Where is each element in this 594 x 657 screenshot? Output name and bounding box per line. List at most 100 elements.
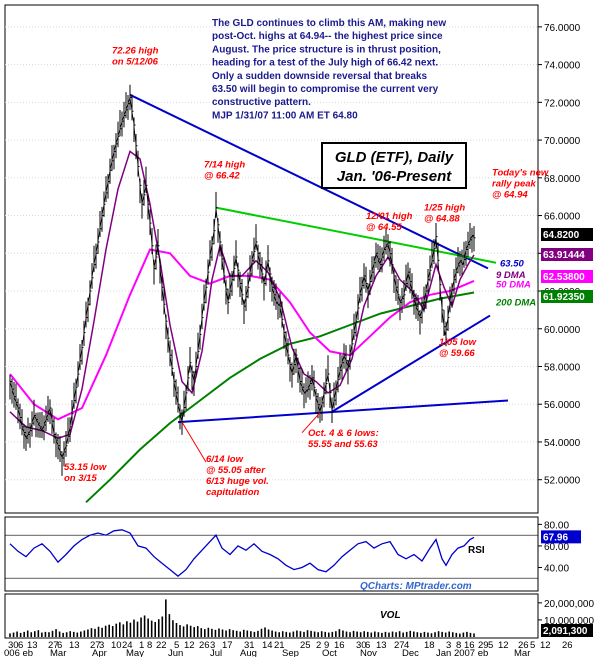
annotation-line: @ 66.42 [204, 171, 240, 182]
price-tick-label: 60.0000 [544, 325, 581, 336]
annotation: 200 DMA [495, 297, 536, 308]
x-month-label: Jun [168, 648, 183, 657]
volume-axis: 10,000,000 20,000,000 [538, 599, 594, 627]
rsi-tick-label: 40.00 [544, 563, 569, 574]
x-day-label: 27 [48, 640, 59, 651]
annotation-line: 72.26 high [112, 45, 159, 56]
x-day-label: 21 [274, 640, 285, 651]
x-day-label: 16 [334, 640, 345, 651]
svg-text:61.92350: 61.92350 [543, 292, 585, 303]
volume-tick-label: 20,000,000 [544, 599, 594, 610]
annotation-line: Oct. 4 & 6 lows: [308, 428, 379, 439]
x-day-label: 5 [530, 640, 535, 651]
annotation-line: 200 DMA [495, 297, 536, 308]
x-month-label: Mar [514, 648, 530, 657]
price-bar [473, 226, 476, 252]
commentary-line: The GLD continues to climb this AM, maki… [212, 18, 446, 29]
annotation: 63.50 [500, 259, 524, 270]
x-month-label: May [126, 648, 144, 657]
x-day-label: 10 [111, 640, 122, 651]
x-day-label: 12 [498, 640, 509, 651]
x-day-label: 5 [488, 640, 493, 651]
x-day-label: 13 [376, 640, 387, 651]
x-day-label: 27 [90, 640, 101, 651]
x-day-label: 30 [8, 640, 19, 651]
rsi-tick-label: 80.00 [544, 520, 569, 531]
price-tick-label: 66.0000 [544, 212, 581, 223]
svg-text:2,091,300: 2,091,300 [543, 626, 588, 637]
x-day-label: 8 [147, 640, 152, 651]
trendline-uptrend [331, 314, 491, 413]
annotation-line: 50 DMA [496, 279, 531, 290]
commentary-line: heading for a test of the July high of 6… [212, 58, 438, 69]
rsi-last-tag: 67.96 [541, 530, 581, 544]
x-day-label: 3 [210, 640, 215, 651]
annotation-line: on 3/15 [64, 473, 97, 484]
commentary: The GLD continues to climb this AM, maki… [212, 18, 446, 121]
price-bar [145, 166, 148, 193]
x-day-label: 6 [57, 640, 62, 651]
commentary-line: MJP 1/31/07 11:00 AM ET 64.80 [212, 110, 358, 121]
volume-last-tag: 2,091,300 [541, 624, 593, 637]
x-day-label: 26 [518, 640, 529, 651]
x-day-label: 22 [156, 640, 167, 651]
trendline-bottom-support [177, 399, 509, 424]
annotation: 7/14 high@ 66.42 [204, 160, 245, 182]
x-day-label: 25 [300, 640, 311, 651]
x-month-label: Apr [92, 648, 107, 657]
last-value-tag: 63.91444 [541, 248, 593, 261]
annotation-line: Today's new [492, 168, 549, 179]
x-month-label: Nov [360, 648, 377, 657]
price-tick-label: 68.0000 [544, 174, 581, 185]
svg-text:63.91444: 63.91444 [543, 250, 585, 261]
commentary-line: post-Oct. highs at 64.94-- the highest p… [212, 31, 443, 42]
x-month-label: Dec [402, 648, 419, 657]
annotation-line: 1/25 high [424, 203, 465, 214]
commentary-line: constructive pattern. [212, 97, 311, 108]
x-day-label: 1 [139, 640, 144, 651]
rsi-axis: 40.00 60.00 80.00 [5, 520, 569, 579]
annotation: 12/01 high@ 64.55 [366, 211, 413, 233]
annotation-line: 12/01 high [366, 211, 413, 222]
x-day-label: 3 [99, 640, 104, 651]
price-tick-label: 52.0000 [544, 476, 581, 487]
price-tick-label: 76.0000 [544, 23, 581, 34]
rsi-panel-frame [4, 516, 539, 592]
price-tick-label: 74.0000 [544, 61, 581, 72]
commentary-line: 63.50 will begin to compromise the curre… [212, 84, 439, 95]
rsi-tick-label: 60.00 [544, 542, 569, 553]
x-day-label: 4 [404, 640, 409, 651]
x-day-label: 6 [18, 640, 23, 651]
x-day-label: 13 [69, 640, 80, 651]
x-month-label: Mar [50, 648, 66, 657]
x-day-label: 18 [424, 640, 435, 651]
x-day-label: 12 [184, 640, 195, 651]
watermark: QCharts: MPtrader.com [360, 581, 472, 592]
x-day-label: 17 [222, 640, 233, 651]
last-value-tags: 64.8200 63.91444 62.53800 61.92350 [541, 228, 593, 303]
title-box: GLD (ETF), Daily Jan. '06-Present [321, 142, 467, 189]
annotation-pointer [301, 412, 321, 434]
annotation-line: capitulation [206, 487, 260, 498]
x-day-label: 26 [199, 640, 210, 651]
x-day-label: 29 [478, 640, 489, 651]
trendline-july-resistance [215, 206, 497, 264]
annotation-line: 6/14 low [206, 454, 244, 465]
annotation-line: @ 64.94 [492, 190, 528, 201]
trendline-downtrend [129, 93, 489, 270]
x-day-label: 26 [562, 640, 573, 651]
x-day-label: 24 [122, 640, 133, 651]
annotation: 50 DMA [496, 279, 531, 290]
x-month-label: Jan 2007 eb [436, 648, 488, 657]
volume-panel-frame [4, 593, 539, 639]
annotation-pointer [181, 421, 207, 463]
ma200-series [85, 291, 475, 504]
annotation-line: @ 59.66 [439, 348, 475, 359]
x-month-label: Jul [210, 648, 222, 657]
annotation-line: 6/13 huge vol. [206, 476, 269, 487]
price-tick-label: 54.0000 [544, 438, 581, 449]
x-day-label: 13 [27, 640, 38, 651]
